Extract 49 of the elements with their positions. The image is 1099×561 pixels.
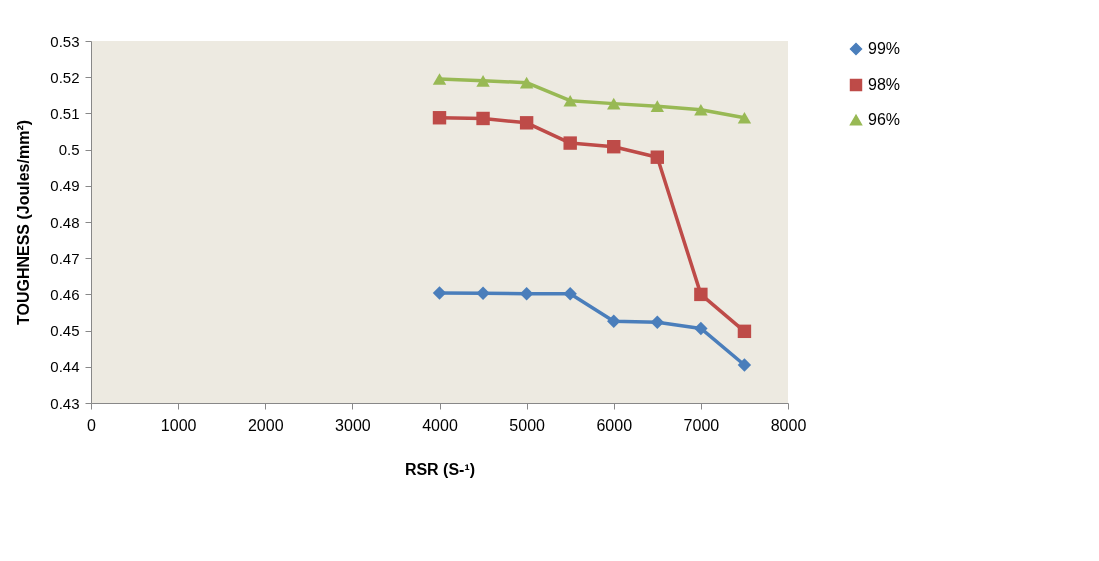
legend-label: 96% — [868, 111, 901, 128]
legend-label: 98% — [868, 76, 901, 93]
x-tick-label: 2000 — [247, 416, 284, 434]
y-tick-label: 0.49 — [50, 177, 80, 195]
point — [432, 286, 447, 300]
point — [519, 116, 534, 130]
x-tick-label: 0 — [87, 416, 97, 434]
y-tick-label: 0.45 — [50, 322, 80, 340]
point — [476, 75, 490, 87]
point — [432, 73, 447, 85]
y-tick-label: 0.48 — [50, 213, 80, 231]
y-tick-label: 0.44 — [50, 358, 80, 376]
legend-label: 99% — [868, 40, 901, 57]
point — [563, 94, 577, 107]
point — [519, 286, 534, 301]
y-tick-label: 0.53 — [50, 32, 80, 50]
point — [694, 321, 708, 336]
point — [607, 97, 621, 110]
y-tick-label: 0.47 — [50, 249, 80, 267]
x-tick-label: 6000 — [596, 416, 633, 434]
point — [694, 103, 708, 116]
y-axis-title: TOUGHNESS (Joules/mm²) — [15, 119, 33, 326]
point — [650, 150, 665, 164]
point — [737, 358, 752, 372]
point — [519, 76, 534, 89]
point — [476, 286, 490, 301]
point — [563, 286, 577, 301]
y-tick-label: 0.43 — [50, 394, 80, 412]
point — [694, 287, 708, 302]
point — [607, 314, 621, 328]
point — [432, 111, 447, 125]
point — [650, 315, 665, 329]
x-tick-label: 1000 — [160, 416, 197, 434]
x-tick-label: 5000 — [509, 416, 546, 434]
point — [650, 100, 665, 112]
y-tick-label: 0.5 — [58, 141, 80, 159]
point — [476, 111, 490, 126]
x-tick-label: 4000 — [422, 416, 458, 434]
y-tick-label: 0.51 — [50, 104, 80, 122]
y-tick-label: 0.46 — [50, 285, 80, 303]
point — [607, 140, 621, 154]
x-axis-title: RSR (S-¹) — [404, 460, 476, 478]
x-tick-label: 7000 — [683, 416, 720, 434]
y-tick-label: 0.52 — [50, 68, 80, 86]
point — [737, 324, 752, 339]
point — [737, 111, 752, 124]
x-tick-label: 3000 — [335, 416, 371, 434]
point — [563, 136, 577, 150]
x-tick-label: 8000 — [770, 416, 807, 434]
